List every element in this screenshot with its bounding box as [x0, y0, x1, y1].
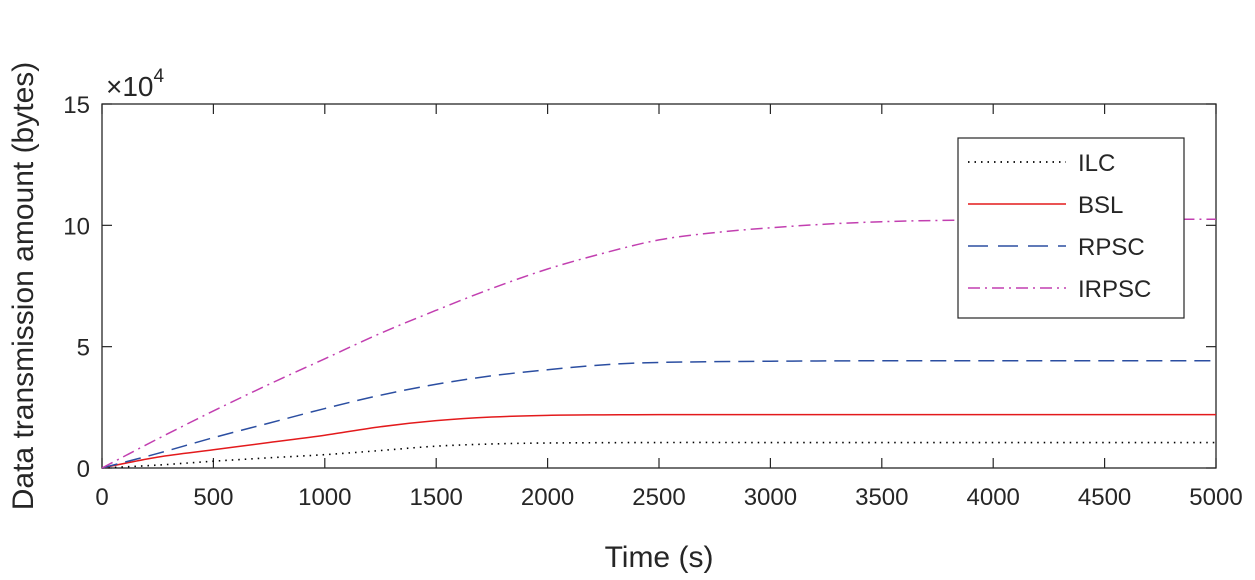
x-tick-label: 4000: [967, 484, 1020, 511]
legend-label-bsl: BSL: [1078, 192, 1123, 219]
x-tick-label: 4500: [1078, 484, 1131, 511]
series-layer: [101, 218, 1217, 469]
y-multiplier-base: ×10: [106, 71, 154, 102]
x-tick-label: 1500: [410, 484, 463, 511]
y-axis: 0 5 10 15: [63, 92, 1216, 483]
legend-label-rpsc: RPSC: [1078, 234, 1145, 261]
y-tick-label: 0: [77, 456, 90, 483]
y-tick-label: 10: [63, 213, 90, 240]
y-axis-title: Data transmission amount (bytes): [7, 62, 40, 511]
x-tick-label: 1000: [298, 484, 351, 511]
y-tick-label: 5: [77, 335, 90, 362]
x-tick-label: 2000: [521, 484, 574, 511]
series-line-rpsc: [101, 359, 1216, 469]
legend-label-irpsc: IRPSC: [1078, 276, 1151, 303]
x-tick-label: 3500: [855, 484, 908, 511]
y-multiplier: ×104: [106, 66, 165, 102]
x-tick-label: 2500: [632, 484, 685, 511]
x-tick-label: 5000: [1189, 484, 1242, 511]
legend-label-ilc: ILC: [1078, 150, 1115, 177]
y-multiplier-exponent: 4: [154, 66, 165, 87]
x-tick-label: 500: [193, 484, 233, 511]
y-tick-label: 15: [63, 92, 90, 119]
x-axis-title: Time (s): [605, 541, 714, 574]
legend: ILC BSL RPSC IRPSC: [957, 137, 1185, 319]
series-line-bsl: [101, 413, 1216, 469]
x-axis: 0 500 1000 1500 2000 2500 3000 3500 4000 4500 5000: [95, 104, 1243, 511]
series-line-irpsc: [101, 218, 1217, 469]
x-tick-label: 0: [95, 484, 108, 511]
series-line-ilc: [101, 441, 1216, 469]
x-tick-label: 3000: [744, 484, 797, 511]
